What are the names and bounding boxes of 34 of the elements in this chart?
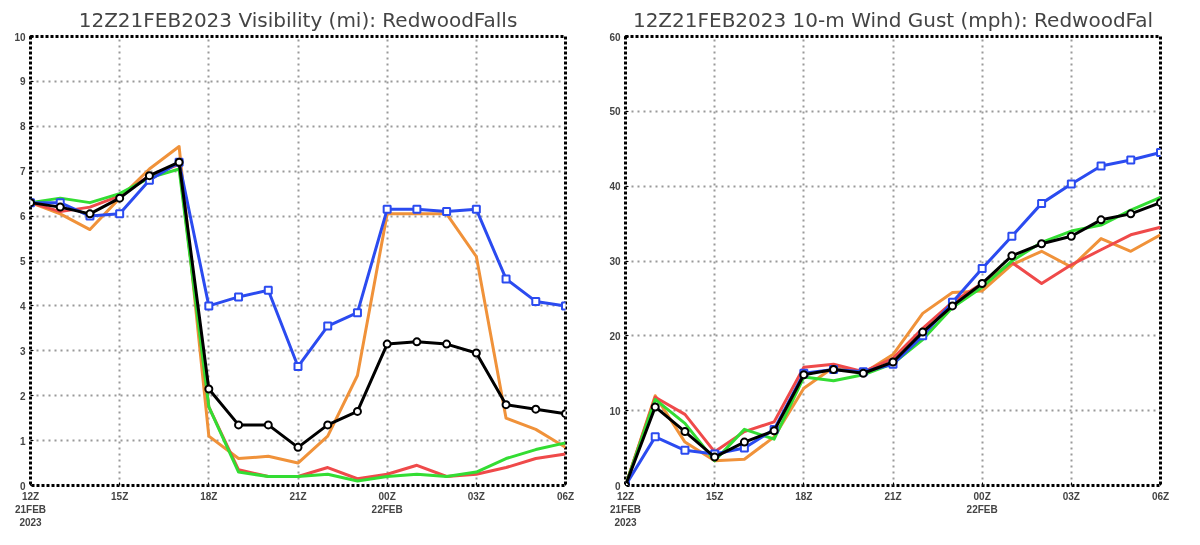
y-tick-label: 1 — [19, 435, 26, 447]
x-tick-label: 12Z 21FEB 2023 — [609, 490, 642, 528]
x-tick-label: 12Z 21FEB 2023 — [14, 490, 47, 528]
y-tick-label: 40 — [609, 181, 621, 193]
y-tick-label: 4 — [19, 300, 26, 312]
chart-title: 12Z21FEB2023 10-m Wind Gust (mph): RedwoodFal — [632, 7, 1154, 32]
x-tick-label: 21Z — [289, 490, 307, 502]
y-tick-label: 10 — [14, 31, 26, 43]
x-tick-label: 06Z — [556, 490, 575, 502]
x-tick-label: 21Z — [884, 490, 902, 502]
y-tick-label: 30 — [609, 256, 621, 267]
y-tick-label: 10 — [609, 405, 621, 417]
x-tick-label: 15Z — [111, 490, 129, 502]
y-tick-label: 5 — [19, 256, 26, 267]
x-tick-label: 06Z — [1151, 490, 1170, 502]
y-tick-label: 8 — [19, 121, 26, 133]
y-tick-label: 6 — [19, 211, 26, 223]
y-tick-label: 9 — [19, 76, 26, 88]
x-tick-label: 00Z 22FEB — [371, 490, 403, 515]
y-tick-label: 50 — [609, 106, 621, 118]
x-tick-label: 15Z — [706, 490, 724, 502]
x-tick-label: 18Z — [200, 490, 218, 502]
y-tick-label: 2 — [19, 390, 26, 402]
x-tick-label: 18Z — [795, 490, 813, 502]
y-tick-label: 0 — [19, 480, 26, 492]
y-tick-label: 60 — [609, 31, 621, 43]
y-tick-label: 0 — [614, 480, 621, 492]
y-tick-label: 7 — [19, 166, 26, 178]
y-tick-label: 3 — [19, 345, 26, 357]
x-tick-label: 03Z — [467, 490, 485, 502]
chart-title: 12Z21FEB2023 Visibility (mi): RedwoodFalls — [78, 7, 518, 32]
y-tick-label: 20 — [609, 330, 621, 342]
x-tick-label: 03Z — [1062, 490, 1080, 502]
x-tick-label: 00Z 22FEB — [966, 490, 998, 515]
